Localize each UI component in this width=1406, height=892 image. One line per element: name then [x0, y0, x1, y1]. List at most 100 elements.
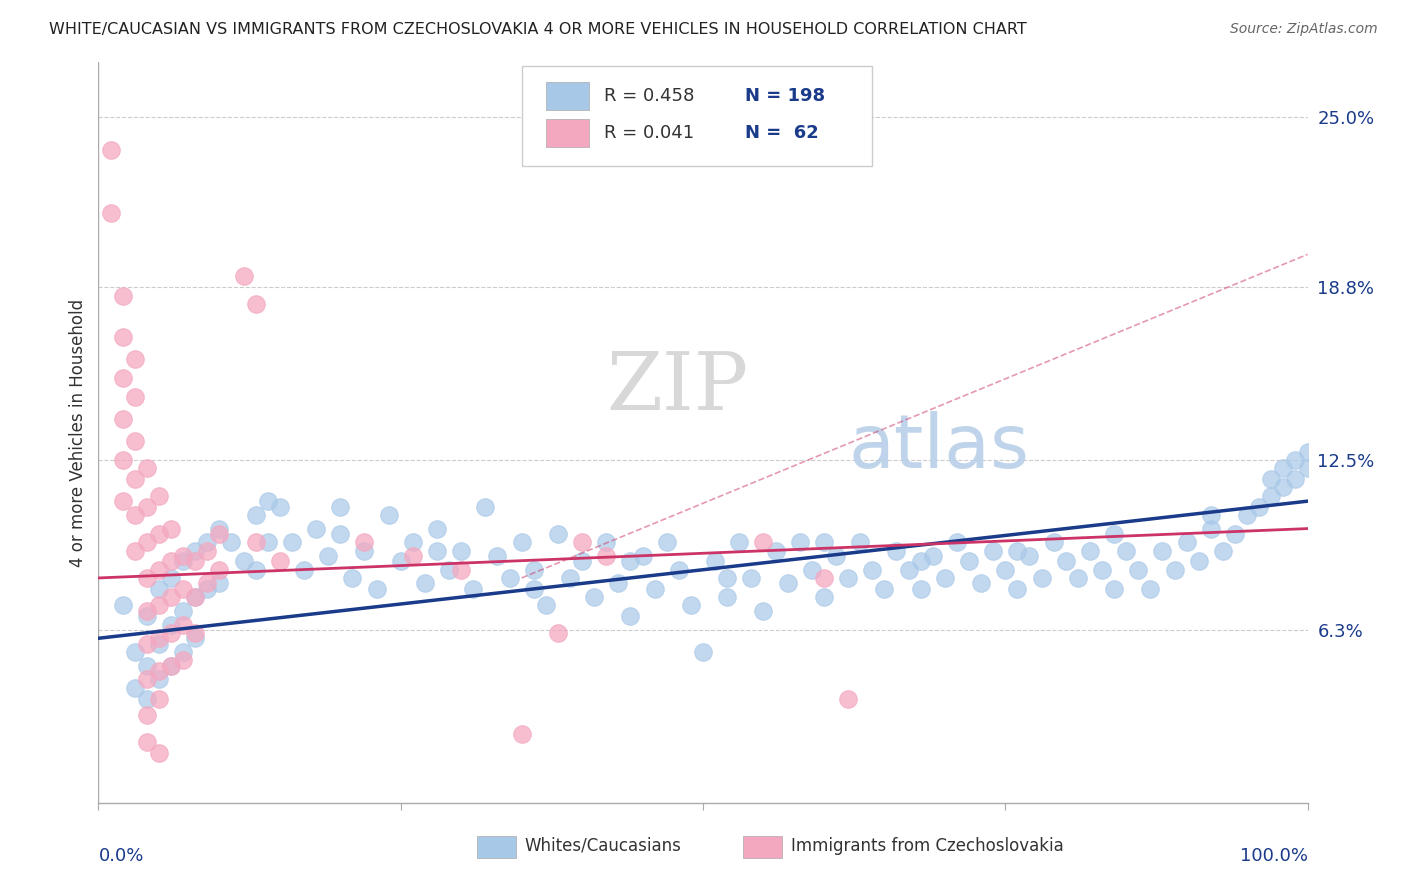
Point — [148, 673, 170, 687]
Point — [534, 599, 557, 613]
Point — [305, 522, 328, 536]
Point — [111, 599, 134, 613]
Point — [523, 563, 546, 577]
Point — [800, 563, 823, 577]
Point — [413, 576, 436, 591]
Point — [316, 549, 339, 563]
FancyBboxPatch shape — [522, 66, 872, 166]
Point — [1054, 554, 1077, 568]
Point — [1102, 527, 1125, 541]
Point — [256, 494, 278, 508]
Point — [184, 590, 207, 604]
Point — [450, 543, 472, 558]
Point — [160, 590, 183, 604]
Point — [1249, 500, 1271, 514]
Point — [837, 571, 859, 585]
Point — [486, 549, 509, 563]
Point — [510, 535, 533, 549]
Point — [426, 543, 449, 558]
Point — [135, 691, 157, 706]
Point — [886, 543, 908, 558]
Point — [450, 563, 472, 577]
Point — [245, 563, 267, 577]
Point — [837, 691, 859, 706]
Point — [148, 489, 170, 503]
Point — [1007, 582, 1029, 596]
Point — [195, 543, 218, 558]
Point — [100, 143, 122, 157]
Point — [124, 508, 146, 522]
Text: Immigrants from Czechoslovakia: Immigrants from Czechoslovakia — [792, 837, 1064, 855]
Point — [124, 351, 146, 366]
Point — [111, 288, 134, 302]
Point — [135, 571, 157, 585]
Point — [269, 500, 291, 514]
Point — [1175, 535, 1198, 549]
Point — [631, 549, 654, 563]
Point — [1067, 571, 1090, 585]
Point — [740, 571, 762, 585]
Point — [353, 543, 375, 558]
FancyBboxPatch shape — [477, 836, 516, 857]
Point — [208, 522, 231, 536]
Point — [1007, 543, 1029, 558]
Point — [716, 590, 738, 604]
Point — [981, 543, 1004, 558]
Point — [232, 554, 254, 568]
Point — [860, 563, 883, 577]
Point — [946, 535, 969, 549]
Point — [160, 625, 183, 640]
Point — [111, 412, 134, 426]
Point — [135, 500, 157, 514]
Point — [135, 535, 157, 549]
Point — [463, 582, 485, 596]
Text: WHITE/CAUCASIAN VS IMMIGRANTS FROM CZECHOSLOVAKIA 4 OR MORE VEHICLES IN HOUSEHOL: WHITE/CAUCASIAN VS IMMIGRANTS FROM CZECH… — [49, 22, 1026, 37]
Point — [765, 543, 787, 558]
Point — [208, 563, 231, 577]
Text: 0.0%: 0.0% — [98, 847, 143, 865]
Point — [558, 571, 581, 585]
Point — [342, 571, 364, 585]
Point — [474, 500, 496, 514]
Point — [208, 527, 231, 541]
Point — [232, 269, 254, 284]
Point — [135, 609, 157, 624]
Point — [172, 645, 194, 659]
Point — [184, 590, 207, 604]
Point — [970, 576, 993, 591]
Point — [1284, 453, 1306, 467]
Point — [437, 563, 460, 577]
Point — [269, 554, 291, 568]
Point — [124, 645, 146, 659]
Point — [135, 708, 157, 723]
Point — [934, 571, 956, 585]
Point — [619, 609, 641, 624]
Point — [1115, 543, 1137, 558]
Point — [957, 554, 980, 568]
Point — [148, 691, 170, 706]
Point — [124, 472, 146, 486]
Text: R = 0.458: R = 0.458 — [603, 87, 695, 104]
Point — [172, 554, 194, 568]
Point — [402, 549, 425, 563]
Point — [704, 554, 727, 568]
Point — [195, 576, 218, 591]
Point — [148, 582, 170, 596]
Point — [994, 563, 1017, 577]
Point — [245, 297, 267, 311]
Point — [595, 535, 617, 549]
Text: atlas: atlas — [848, 411, 1029, 484]
Point — [329, 500, 352, 514]
Point — [245, 535, 267, 549]
Point — [111, 371, 134, 385]
Point — [510, 727, 533, 741]
Point — [692, 645, 714, 659]
Point — [1199, 508, 1222, 522]
Point — [1078, 543, 1101, 558]
Point — [1152, 543, 1174, 558]
Point — [221, 535, 243, 549]
Point — [655, 535, 678, 549]
Text: 100.0%: 100.0% — [1240, 847, 1308, 865]
Point — [1260, 472, 1282, 486]
Point — [160, 554, 183, 568]
